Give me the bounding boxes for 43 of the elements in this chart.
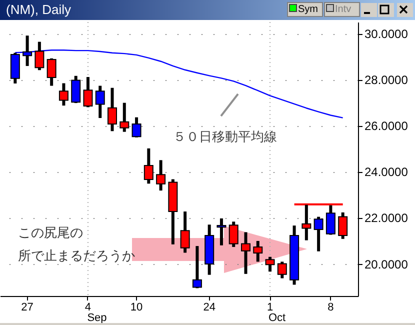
candlestick — [132, 117, 142, 138]
candlestick — [95, 86, 105, 118]
line-series — [14, 49, 344, 118]
annotation: 所で止まるだろうか — [18, 249, 135, 264]
x-tick-label: 8 — [328, 302, 334, 314]
x-tick-label: 24 — [203, 302, 216, 314]
candlestick — [71, 76, 81, 104]
x-tick-label: 1 — [266, 302, 274, 314]
chart-title: (NM), Daily — [6, 2, 71, 17]
candlestick — [253, 240, 263, 262]
y-tick-label: 22.0000 — [364, 211, 408, 226]
candlestick — [144, 148, 154, 184]
x-tick-label: 10 — [130, 302, 143, 314]
text: Oct — [268, 312, 286, 324]
candlestick — [58, 83, 68, 106]
candlestick — [46, 58, 56, 86]
candlestick — [314, 216, 324, 252]
candlestick — [277, 262, 287, 278]
x-tick-label: 4 — [84, 302, 92, 314]
candlestick — [228, 222, 238, 247]
y-tick-label: 30.0000 — [364, 27, 408, 42]
candlestick — [180, 211, 190, 253]
annotation: この尻尾の — [18, 226, 83, 241]
text: ５０日移動平均線 — [173, 130, 277, 145]
candlestick — [34, 42, 44, 70]
y-tick-label: 20.0000 — [364, 257, 408, 272]
candlestick — [241, 232, 250, 274]
candlestick — [338, 212, 348, 239]
candlestick — [83, 77, 93, 108]
text: Sep — [87, 312, 107, 324]
text: Sym — [287, 2, 323, 17]
candlestick — [120, 102, 130, 132]
candlestick — [192, 246, 202, 288]
y-tick-label: 26.0000 — [364, 119, 408, 134]
x-tick-label: 27 — [21, 302, 34, 314]
y-tick-label: 28.0000 — [364, 73, 408, 88]
candlestick — [108, 88, 117, 132]
candlestick — [265, 256, 275, 272]
text: Intv — [324, 2, 360, 17]
candlestick — [156, 160, 166, 191]
y-tick-label: 24.0000 — [364, 165, 408, 180]
candlestick — [326, 205, 336, 235]
candlestick — [216, 218, 226, 246]
